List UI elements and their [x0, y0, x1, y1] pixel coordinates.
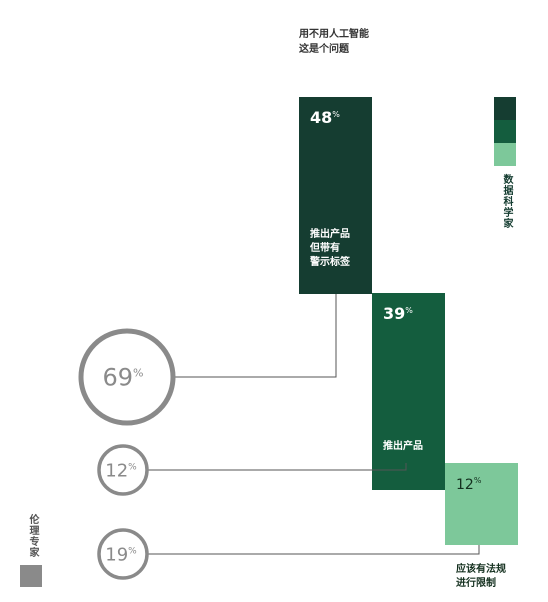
circle-value-2: 12% [105, 460, 137, 481]
bar-value-2: 39% [383, 304, 413, 323]
circle-value-1: 69% [103, 363, 144, 391]
circle-value-3: 19% [105, 544, 137, 565]
circle-ethicists-1 [78, 328, 176, 426]
connector-2 [147, 463, 407, 471]
legend-swatch-data-scientists-1 [494, 97, 516, 120]
legend-swatch-data-scientists-3 [494, 143, 516, 166]
circle-ethicists-3 [97, 528, 149, 580]
ethicist-circles: 69% 12% 19% [78, 294, 480, 580]
chart-title-text: 用不用人工智能这是个问题 [298, 27, 369, 55]
legend-swatch-data-scientists-2 [494, 120, 516, 143]
legend-swatch-ethicists [20, 565, 42, 587]
bar-data-scientists-1 [299, 97, 372, 294]
circle-ethicists-2 [97, 444, 149, 496]
bar-label-3: 应该有法规进行限制 [456, 562, 506, 589]
connector-3 [147, 545, 480, 555]
bar-data-scientists-2 [372, 293, 445, 490]
bars: 48% 推出产品但带有警示标签 39% 推出产品 12% 应该有法规进行限制 [299, 97, 518, 589]
chart-title: 用不用人工智能这是个问题 [298, 27, 369, 55]
legend-label-data-scientists: 数据科学家 [501, 174, 512, 229]
connector-1 [173, 294, 337, 378]
legend [20, 97, 516, 587]
bar-value-3: 12% [456, 476, 482, 493]
legend-label-ethicists: 伦理专家 [27, 514, 38, 558]
bar-label-2: 推出产品 [383, 439, 423, 452]
bar-value-1: 48% [310, 108, 340, 127]
bar-data-scientists-3 [445, 463, 518, 545]
bar-label-1: 推出产品但带有警示标签 [309, 227, 351, 268]
